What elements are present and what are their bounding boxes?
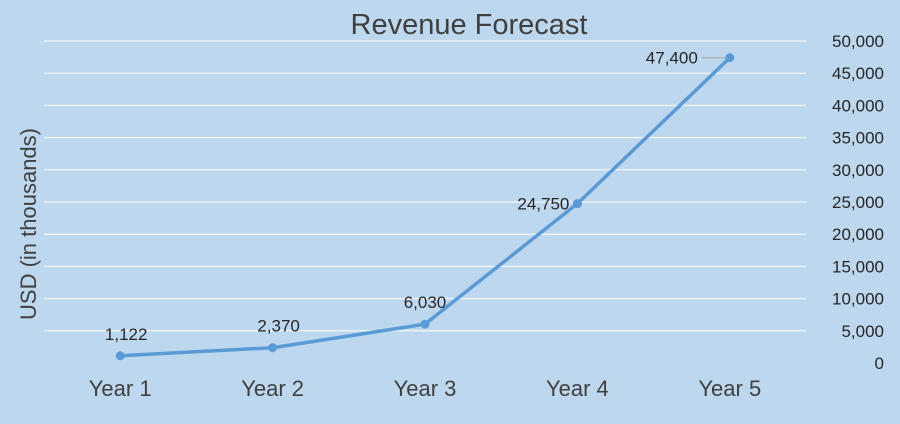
data-label: 1,122	[105, 325, 148, 344]
y-axis-ticks: 0 5,000 10,000 15,000 20,000 25,000 30,000 35,0…	[832, 32, 884, 373]
chart-title: Revenue Forecast	[351, 9, 588, 41]
series-group	[115, 53, 735, 361]
y-tick-label: 15,000	[832, 257, 884, 276]
x-tick-label: Year 2	[241, 376, 304, 401]
x-tick-label: Year 1	[89, 376, 152, 401]
x-tick-label: Year 4	[546, 376, 609, 401]
data-point	[115, 351, 125, 361]
y-tick-label: 0	[875, 354, 884, 373]
data-labels: 1,122 2,370 6,030 24,750 47,400	[105, 49, 726, 344]
y-tick-label: 25,000	[832, 193, 884, 212]
data-point	[420, 319, 430, 329]
y-tick-label: 40,000	[832, 96, 884, 115]
data-label: 2,370	[257, 317, 300, 336]
y-tick-label: 10,000	[832, 290, 884, 309]
data-label: 47,400	[646, 49, 698, 68]
x-tick-label: Year 5	[698, 376, 761, 401]
x-axis-ticks: Year 1 Year 2 Year 3 Year 4 Year 5	[89, 376, 761, 401]
y-tick-label: 50,000	[832, 32, 884, 51]
y-tick-label: 35,000	[832, 129, 884, 148]
y-axis-label: USD (in thousands)	[16, 128, 41, 320]
gridlines	[44, 40, 806, 332]
data-point	[725, 53, 735, 63]
y-tick-label: 45,000	[832, 64, 884, 83]
x-tick-label: Year 3	[394, 376, 457, 401]
data-label: 6,030	[404, 293, 447, 312]
data-point	[268, 343, 278, 353]
y-tick-label: 5,000	[841, 322, 884, 341]
y-tick-label: 30,000	[832, 161, 884, 180]
data-label: 24,750	[517, 195, 569, 214]
data-point	[572, 199, 582, 209]
y-tick-label: 20,000	[832, 225, 884, 244]
